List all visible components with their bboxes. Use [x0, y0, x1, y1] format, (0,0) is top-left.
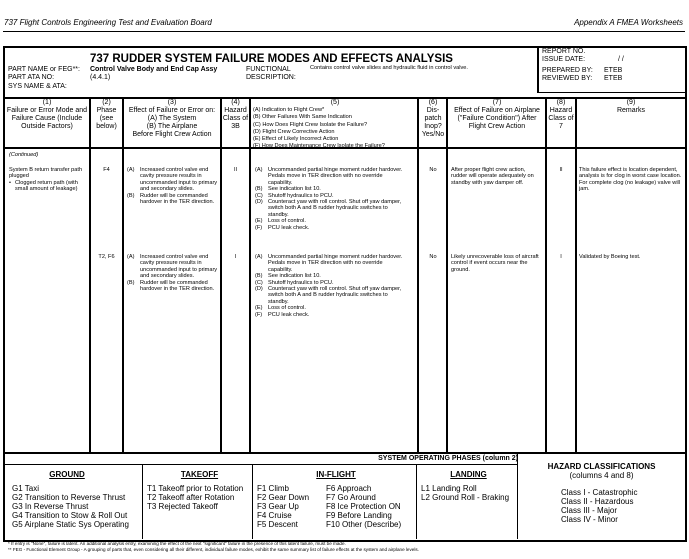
form-title: 737 RUDDER SYSTEM FAILURE MODES AND EFFE… — [90, 53, 453, 65]
phases-landing: LANDING L1 Landing Roll L2 Ground Roll - … — [421, 470, 510, 502]
bullet-icon: • — [9, 179, 11, 186]
row-2-remarks: Validated by Boeing test. — [579, 254, 641, 260]
col-7-header: (7) Effect of Failure on Airplane ("Failu… — [454, 99, 540, 130]
part-ata-value: (4.4.1) — [90, 74, 111, 81]
functional-description: Contains control valve slides and hydrau… — [310, 65, 468, 71]
row-1-phase: F4 — [103, 167, 110, 173]
reviewed-by-label: REVIEWED BY: — [542, 75, 593, 82]
continued-label: (Continued) — [9, 152, 39, 158]
footnotes: * If entry is "None", failure is latent.… — [8, 541, 419, 552]
col-6-header: (6) Dis-patch Inop? Yes/No — [421, 99, 445, 138]
part-name-label: PART NAME or FEG**: — [8, 66, 80, 73]
row-1-effect: (A) Increased control valve end cavity pr… — [127, 167, 218, 206]
functional-label: FUNCTIONAL — [246, 66, 291, 73]
issue-date-value: / / — [618, 56, 624, 63]
column-header-bottom — [3, 147, 685, 149]
col-9-header: (9) Remarks — [616, 99, 645, 114]
prepared-by-label: PREPARED BY: — [542, 67, 593, 74]
col-5-header: (5) (A) Indication to Flight Crew* (B) Ot… — [253, 99, 385, 150]
row-1-hazard-7: II — [559, 167, 563, 173]
row-2-dispatch: No — [429, 254, 437, 260]
issue-date-label: ISSUE DATE: — [542, 56, 586, 63]
phases-ground: GROUND G1 Taxi G2 Transition to Reverse T… — [12, 470, 129, 529]
reviewed-by-value: ETEB — [604, 75, 623, 82]
row-1-remarks: This failure effect is location dependen… — [579, 167, 682, 193]
col-8-header: (8) Hazard Class of 7 — [548, 99, 574, 130]
page-header-left: 737 Flight Controls Engineering Test and… — [4, 18, 212, 27]
report-box-divider — [537, 46, 539, 93]
header-rule — [3, 31, 685, 32]
row-2-hazard-3b: I — [234, 254, 237, 260]
row-1-failure-mode: System B return transfer path plugged • C… — [9, 167, 83, 193]
hazard-classifications: HAZARD CLASSIFICATIONS (columns 4 and 8)… — [547, 462, 656, 524]
row-2-hazard-7: I — [560, 254, 562, 260]
description-label: DESCRIPTION: — [246, 74, 296, 81]
col-3-header: (3) Effect of Failure or Error on: (A) The… — [128, 99, 216, 138]
prepared-by-value: ETEB — [604, 67, 623, 74]
sys-name-label: SYS NAME & ATA: — [8, 83, 67, 90]
row-1-dispatch: No — [429, 167, 437, 173]
row-1-hazard-3b: II — [233, 167, 238, 173]
part-ata-label: PART ATA NO: — [8, 74, 55, 81]
col-1-header: (1) Failure or Error Mode and Failure Cau… — [6, 99, 88, 130]
row-1-indication: (A) Uncommanded partial hinge moment rudd… — [255, 167, 403, 231]
col-4-header: (4) Hazard Class of 3B — [222, 99, 249, 130]
row-2-effect: (A) Increased control valve end cavity pr… — [127, 254, 218, 293]
row-2-phase: T2, F6 — [98, 254, 115, 260]
phases-title: SYSTEM OPERATING PHASES (column 2) — [378, 455, 518, 462]
row-1-effect-after: After proper flight crew action, rudder … — [451, 167, 534, 186]
report-no-label: REPORT NO. — [542, 48, 586, 55]
row-2-indication: (A) Uncommanded partial hinge moment rudd… — [255, 254, 403, 318]
phases-inflight: IN-FLIGHT F1 Climb F2 Gear Down F3 Gear Up… — [257, 470, 402, 529]
col-2-header: (2) Phase (see below) — [96, 99, 117, 130]
phases-takeoff: TAKEOFF T1 Takeoff prior to Rotation T2 T… — [147, 470, 244, 511]
page-header-right: Appendix A FMEA Worksheets — [574, 18, 683, 27]
row-2-effect-after: Likely unrecoverable loss of aircraft co… — [451, 254, 539, 273]
part-name-value: Control Valve Body and End Cap Assy — [90, 66, 218, 73]
form-frame — [3, 46, 687, 542]
column-header-top — [3, 97, 685, 99]
